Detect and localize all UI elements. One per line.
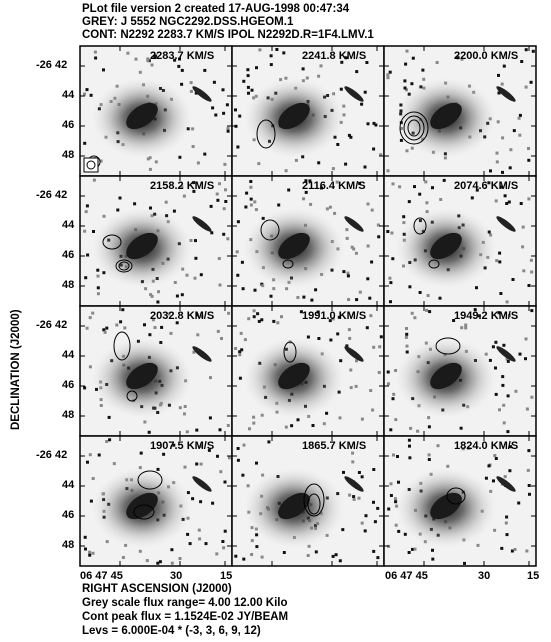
channel-panel <box>231 45 385 177</box>
y-tick-label: 46 <box>62 249 75 261</box>
velocity-label: 1991.0 KM/S <box>302 310 367 322</box>
channel-panel <box>383 45 537 177</box>
channel-panel <box>79 435 233 567</box>
y-tick-label: 46 <box>62 379 75 391</box>
channel-panel <box>383 435 537 567</box>
cont-peak-flux: Cont peak flux = 1.1524E-02 JY/BEAM <box>82 611 289 623</box>
x-axis-label: RIGHT ASCENSION (J2000) <box>82 583 232 595</box>
plot-info-line: PLot file version 2 created 17-AUG-1998 … <box>82 3 350 15</box>
y-tick-label: 44 <box>62 89 75 101</box>
y-tick-label: 46 <box>62 509 75 521</box>
contour-info-line: CONT: N2292 2283.7 KM/S IPOL N2292D.R=1F… <box>82 29 374 41</box>
velocity-label: 1949.2 KM/S <box>454 310 519 322</box>
y-tick-label: 46 <box>62 119 75 131</box>
channel-panel <box>383 175 537 307</box>
velocity-label: 2158.2 KM/S <box>150 180 215 192</box>
y-tick-label: 44 <box>62 479 75 491</box>
velocity-label: 1824.0 KM/S <box>454 440 519 452</box>
velocity-label: 2241.8 KM/S <box>302 50 367 62</box>
grey-info-line: GREY: J 5552 NGC2292.DSS.HGEOM.1 <box>82 16 294 28</box>
velocity-label: 1907.5 KM/S <box>150 440 215 452</box>
x-tick-label-5: 30 <box>478 570 491 582</box>
channel-panel <box>231 175 385 307</box>
channel-panel <box>79 45 233 177</box>
x-tick-label-6: 15 <box>527 570 540 582</box>
contour-levels: Levs = 6.000E-04 * (-3, 3, 6, 9, 12) <box>82 625 261 637</box>
y-tick-label: 48 <box>62 539 75 551</box>
channel-panel <box>231 435 385 567</box>
y-tick-label: 48 <box>62 409 75 421</box>
channel-panel <box>383 305 537 437</box>
y-tick-label: 48 <box>62 279 75 291</box>
channel-panel <box>231 305 385 437</box>
velocity-label: 2074.6 KM/S <box>454 180 519 192</box>
y-tick-label: -26 42 <box>36 319 68 331</box>
x-tick-label-1: 06 47 45 <box>80 570 123 582</box>
x-tick-label-3: 15 <box>220 570 233 582</box>
y-tick-label: 48 <box>62 149 75 161</box>
y-tick-label: 44 <box>62 219 75 231</box>
velocity-label: 2200.0 KM/S <box>454 50 519 62</box>
velocity-label: 2283.7 KM/S <box>150 50 215 62</box>
y-tick-label: -26 42 <box>36 449 68 461</box>
y-tick-label: -26 42 <box>36 59 68 71</box>
velocity-label: 2032.8 KM/S <box>150 310 215 322</box>
velocity-label: 2116.4 KM/S <box>302 180 366 192</box>
y-tick-label: 44 <box>62 349 75 361</box>
x-tick-label-2: 30 <box>170 570 183 582</box>
channel-panel <box>79 305 233 437</box>
x-tick-label-4: 06 47 45 <box>385 570 428 582</box>
velocity-label: 1865.7 KM/S <box>302 440 367 452</box>
channel-panel <box>79 175 233 307</box>
y-tick-label: -26 42 <box>36 189 68 201</box>
grey-scale-range: Grey scale flux range= 4.00 12.00 Kilo <box>82 597 288 609</box>
